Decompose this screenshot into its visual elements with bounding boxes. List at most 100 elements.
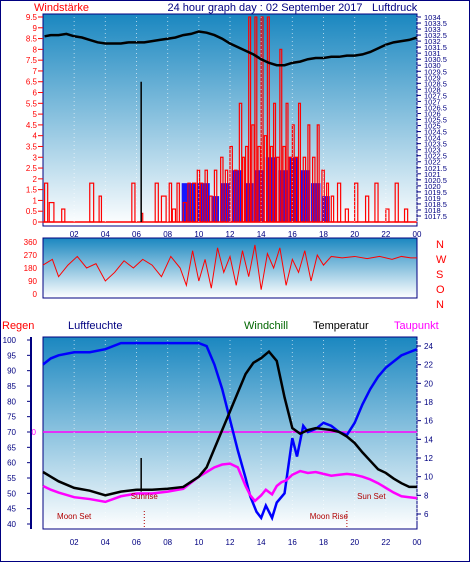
wind-tick-label: 6.5 [26,78,38,87]
humidity-tick-label: 100 [3,336,17,345]
pressure-tick-label: 1031.5 [424,43,447,52]
wind-tick-label: 2.5 [26,164,38,173]
compass-label: N [436,239,444,251]
wind-tick-label: 8 [33,45,38,54]
wind-tick-label: 3 [33,153,38,162]
x-tick-label: 10 [194,230,203,239]
x-tick-label: 22 [381,230,390,239]
wind-tick-label: 1.5 [26,186,38,195]
x-tick-label: 04 [101,230,110,239]
wind-tick-label: 5.5 [26,99,38,108]
pressure-tick-label: 1033.5 [424,19,447,28]
wind-tick-label: 6 [33,89,38,98]
temperature-tick-label: 20 [424,379,433,388]
direction-tick-label: 0 [33,290,38,299]
compass-label: W [436,254,447,266]
pressure-tick-label: 1029.5 [424,67,447,76]
pressure-tick-label: 1017.5 [424,212,447,221]
pressure-tick-label: 1022 [424,158,441,167]
compass-label: N [436,299,444,311]
humidity-tick-label: 85 [7,382,16,391]
wind-tick-label: 8.5 [26,35,38,44]
x-tick-label: 02 [70,538,79,547]
humidity-tick-label: 70 [7,428,16,437]
x-tick-label: 06 [132,230,141,239]
pressure-tick-label: 1028 [424,85,441,94]
wind-tick-label: 0.5 [26,207,38,216]
pressure-tick-label: 1033 [424,25,441,34]
direction-tick-label: 180 [24,264,38,273]
pressure-tick-label: 1030 [424,61,441,70]
pressure-tick-label: 1022.5 [424,152,447,161]
humidity-tick-label: 55 [7,474,16,483]
sun-set-label: Sun Set [357,492,386,501]
pressure-tick-label: 1031 [424,49,441,58]
compass-label: S [436,269,443,281]
pressure-tick-label: 1032 [424,37,441,46]
direction-tick-label: 360 [24,238,38,247]
x-tick-label: 08 [163,230,172,239]
x-tick-label: 06 [132,538,141,547]
wind-direction-line [42,244,417,290]
humidity-tick-label: 40 [7,520,16,529]
x-tick-label: 12 [226,538,235,547]
x-tick-label: 14 [257,538,266,547]
wind-tick-label: 2 [33,175,38,184]
pressure-axis-title: Luftdruck [372,2,418,14]
gust-bar [265,157,277,222]
temperature-line [42,349,417,497]
temperature-tick-label: 16 [424,417,433,426]
humidity-tick-label: 90 [7,367,16,376]
pressure-tick-label: 1020 [424,182,441,191]
x-tick-label: 22 [381,538,390,547]
compass-label: O [436,284,445,296]
x-tick-label: 10 [194,538,203,547]
legend-windchill: Windchill [244,320,288,332]
x-tick-label: 20 [350,538,359,547]
pressure-tick-label: 1028.5 [424,79,447,88]
wind-tick-label: 0 [33,218,38,227]
pressure-tick-label: 1024.5 [424,128,447,137]
x-tick-label: 08 [163,538,172,547]
legend-rain: Regen [2,320,34,332]
pressure-tick-label: 1030.5 [424,55,447,64]
pressure-tick-label: 1023.5 [424,140,447,149]
direction-tick-label: 270 [24,251,38,260]
rain-zero-label: 0 [32,428,37,437]
gust-bar [254,170,265,222]
gust-bar [211,196,220,222]
direction-plot-area [42,237,418,299]
wind-tick-label: 7 [33,67,38,76]
wind-tick-label: 7.5 [26,56,38,65]
x-tick-label: 16 [288,538,297,547]
temperature-tick-label: 12 [424,454,433,463]
pressure-tick-label: 1020.5 [424,176,447,185]
legend-temperature: Temperatur [313,320,369,332]
pressure-tick-label: 1026.5 [424,103,447,112]
chart-title: 24 hour graph day : 02 September 2017 [167,2,362,14]
temperature-tick-label: 18 [424,398,433,407]
pressure-tick-label: 1025.5 [424,116,447,125]
pressure-tick-label: 1019 [424,194,441,203]
x-tick-label: 14 [257,230,266,239]
humidity-tick-label: 95 [7,351,16,360]
humidity-line [42,341,418,522]
pressure-tick-label: 1029 [424,73,441,82]
x-tick-label: 02 [70,230,79,239]
pressure-tick-label: 1018 [424,206,441,215]
x-tick-label: 00 [413,538,422,547]
legend-dewpoint: Taupunkt [394,320,439,332]
wind-tick-label: 5 [33,110,38,119]
dewpoint-line [42,462,418,504]
x-tick-label: 00 [413,230,422,239]
moon-set-label: Moon Set [57,512,92,521]
pressure-tick-label: 1021.5 [424,164,447,173]
temperature-tick-label: 14 [424,435,433,444]
x-tick-label: 18 [319,230,328,239]
x-tick-label: 16 [288,230,297,239]
pressure-tick-label: 1034 [424,13,441,22]
temperature-tick-label: 8 [424,491,429,500]
humidity-tick-label: 75 [7,413,16,422]
gust-bar [321,196,330,222]
